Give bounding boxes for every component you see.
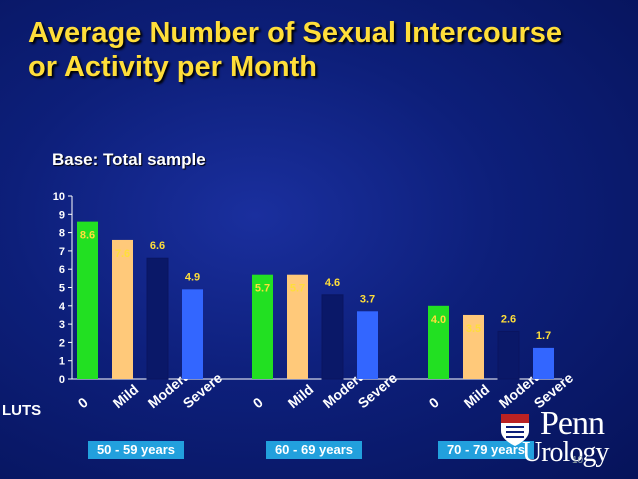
bar-mild-group-2	[287, 274, 308, 379]
y-tick-label: 3	[59, 319, 65, 331]
bar-severe-group-2	[357, 311, 378, 379]
category-label-mild: Mild	[110, 381, 142, 411]
bar-mild-group-1	[112, 239, 133, 379]
bar-severe-group-3	[533, 347, 554, 379]
group-label-70-79: 70 - 79 years	[438, 441, 534, 459]
category-label-mild: Mild	[461, 381, 493, 411]
y-tick-label: 8	[59, 228, 65, 240]
bar-moderate-group-1	[146, 257, 169, 380]
value-label: 4.6	[325, 277, 340, 289]
category-label-mild: Mild	[285, 381, 317, 411]
y-tick-label: 5	[59, 283, 65, 295]
value-label: 5.7	[290, 283, 305, 295]
category-label-0: 0	[426, 394, 442, 411]
penn-urology-logo: Penn Urology	[500, 405, 630, 468]
logo-urology-text: Urology	[522, 437, 609, 468]
chart-subtitle: Base: Total sample	[52, 150, 206, 169]
group-label-50-59: 50 - 59 years	[88, 441, 184, 459]
value-label: 2.6	[501, 313, 516, 325]
category-label-0: 0	[75, 394, 91, 411]
luts-axis-label: LUTS	[2, 402, 42, 419]
page-number: 10	[572, 455, 584, 466]
value-label: 4.0	[431, 314, 446, 326]
y-tick-label: 7	[59, 246, 65, 258]
value-label: 1.7	[536, 330, 551, 342]
bar-mild-group-3	[463, 314, 484, 379]
logo-penn-text: Penn	[540, 405, 605, 442]
slide-title: Average Number of Sexual Intercourse or …	[28, 16, 628, 84]
y-tick-label: 1	[59, 356, 65, 368]
value-label: 6.6	[150, 240, 165, 252]
bar-moderate-group-3	[497, 330, 520, 380]
bar-0-group-3	[428, 305, 449, 379]
title-line-2: or Activity per Month	[28, 51, 317, 83]
group-label-60-69: 60 - 69 years	[266, 441, 362, 459]
bar-0-group-1	[77, 221, 98, 379]
penn-shield-icon	[501, 414, 529, 446]
category-label-0: 0	[250, 394, 266, 411]
value-label: 3.7	[360, 293, 375, 305]
title-line-1: Average Number of Sexual Intercourse	[28, 17, 562, 49]
value-label: 7.6	[115, 248, 130, 260]
bar-severe-group-1	[182, 289, 203, 379]
y-tick-label: 10	[53, 191, 65, 203]
value-label: 8.6	[80, 230, 95, 242]
y-tick-label: 4	[59, 301, 66, 313]
y-tick-label: 2	[59, 337, 65, 349]
value-label: 3.5	[466, 323, 481, 335]
bar-moderate-group-2	[321, 294, 344, 380]
y-tick-label: 9	[59, 209, 65, 221]
y-tick-label: 0	[59, 374, 65, 386]
value-label: 5.7	[255, 283, 270, 295]
value-label: 4.9	[185, 271, 200, 283]
bar-0-group-2	[252, 274, 273, 379]
y-tick-label: 6	[59, 264, 65, 276]
